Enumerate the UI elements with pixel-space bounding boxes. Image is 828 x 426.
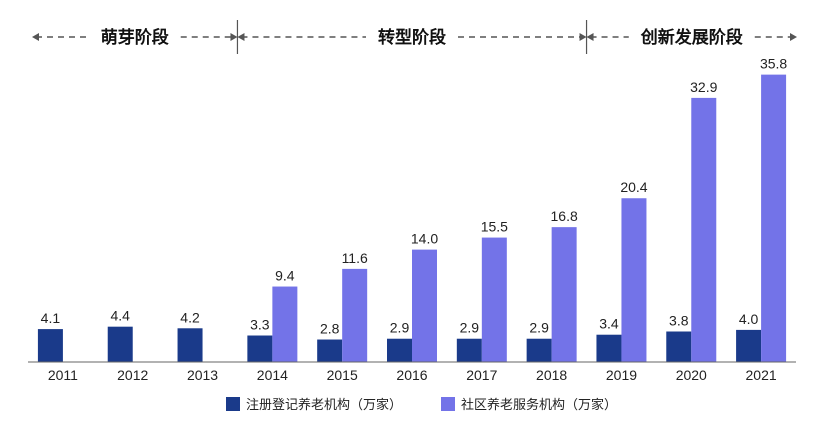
value-label-community-2020: 32.9 xyxy=(690,79,717,95)
x-tick-2021: 2021 xyxy=(746,367,777,383)
bar-registered-2011 xyxy=(37,329,63,362)
stage-label-2: 转型阶段 xyxy=(378,27,446,48)
bars xyxy=(37,74,787,363)
legend-label-community: 社区养老服务机构（万家） xyxy=(461,397,617,412)
legend-swatch-registered xyxy=(226,397,240,411)
bar-community-2019 xyxy=(621,198,647,362)
value-label-community-2016: 14.0 xyxy=(411,231,438,247)
value-labels: 4.1 4.4 4.2 3.3 9.4 2.8 11.6 2.9 14.0 2.9 15.5 2.9 1… xyxy=(41,56,788,337)
value-label-registered-2021: 4.0 xyxy=(739,311,759,327)
value-label-community-2015: 11.6 xyxy=(342,250,368,266)
stage-arrow-right-2 xyxy=(579,33,587,41)
stage-arrow-right-3 xyxy=(790,33,797,41)
bar-community-2021 xyxy=(761,74,787,363)
bar-registered-2014 xyxy=(247,335,273,362)
bar-registered-2017 xyxy=(456,338,482,362)
bar-registered-2021 xyxy=(736,329,762,362)
x-tick-2018: 2018 xyxy=(536,367,567,383)
x-tick-2012: 2012 xyxy=(117,367,148,383)
bar-registered-2012 xyxy=(107,326,133,362)
value-label-registered-2019: 3.4 xyxy=(599,316,619,332)
x-tick-2015: 2015 xyxy=(327,367,358,383)
value-label-registered-2018: 2.9 xyxy=(529,320,549,336)
value-label-community-2017: 15.5 xyxy=(481,219,508,235)
bar-registered-2015 xyxy=(317,339,343,362)
value-label-community-2021: 35.8 xyxy=(760,56,787,72)
x-tick-2017: 2017 xyxy=(466,367,497,383)
stage-banner: 萌芽阶段 转型阶段 创新发展阶段 xyxy=(32,20,797,54)
bar-registered-2016 xyxy=(387,338,412,362)
bar-registered-2013 xyxy=(177,328,203,362)
bar-registered-2018 xyxy=(526,338,552,362)
value-label-registered-2016: 2.9 xyxy=(390,320,410,336)
stage-arrow-left-1 xyxy=(32,33,39,41)
x-tick-2013: 2013 xyxy=(187,367,218,383)
stage-arrow-left-2 xyxy=(237,33,245,41)
stage-label-3: 创新发展阶段 xyxy=(640,27,743,48)
stage-arrow-right-1 xyxy=(230,33,238,41)
value-label-registered-2020: 3.8 xyxy=(669,312,689,328)
legend-label-registered: 注册登记养老机构（万家） xyxy=(246,397,402,412)
value-label-community-2019: 20.4 xyxy=(620,179,647,195)
value-label-registered-2015: 2.8 xyxy=(320,321,340,337)
legend: 注册登记养老机构（万家） 社区养老服务机构（万家） xyxy=(226,397,617,412)
value-label-community-2014: 9.4 xyxy=(275,268,295,284)
value-label-registered-2013: 4.2 xyxy=(180,309,200,325)
value-label-registered-2011: 4.1 xyxy=(41,310,61,326)
stage-label-1: 萌芽阶段 xyxy=(101,27,169,48)
bar-community-2017 xyxy=(481,237,507,362)
value-label-community-2018: 16.8 xyxy=(551,208,578,224)
bar-community-2020 xyxy=(691,97,717,363)
bar-community-2015 xyxy=(342,268,368,362)
value-label-registered-2012: 4.4 xyxy=(110,308,130,324)
stage-arrow-left-3 xyxy=(586,33,594,41)
bar-registered-2019 xyxy=(596,334,622,362)
x-tick-2016: 2016 xyxy=(396,367,427,383)
bar-community-2014 xyxy=(272,286,298,362)
x-axis-ticks: 2011 2012 2013 2014 2015 2016 2017 2018 2019 2020… xyxy=(48,367,777,383)
x-tick-2020: 2020 xyxy=(676,367,707,383)
bar-community-2016 xyxy=(412,249,437,362)
x-tick-2019: 2019 xyxy=(606,367,637,383)
legend-swatch-community xyxy=(441,397,455,411)
bar-community-2018 xyxy=(551,227,577,362)
value-label-registered-2014: 3.3 xyxy=(250,317,270,333)
bar-registered-2020 xyxy=(666,331,692,362)
x-tick-2011: 2011 xyxy=(48,367,78,383)
value-label-registered-2017: 2.9 xyxy=(460,320,480,336)
x-tick-2014: 2014 xyxy=(257,367,288,383)
